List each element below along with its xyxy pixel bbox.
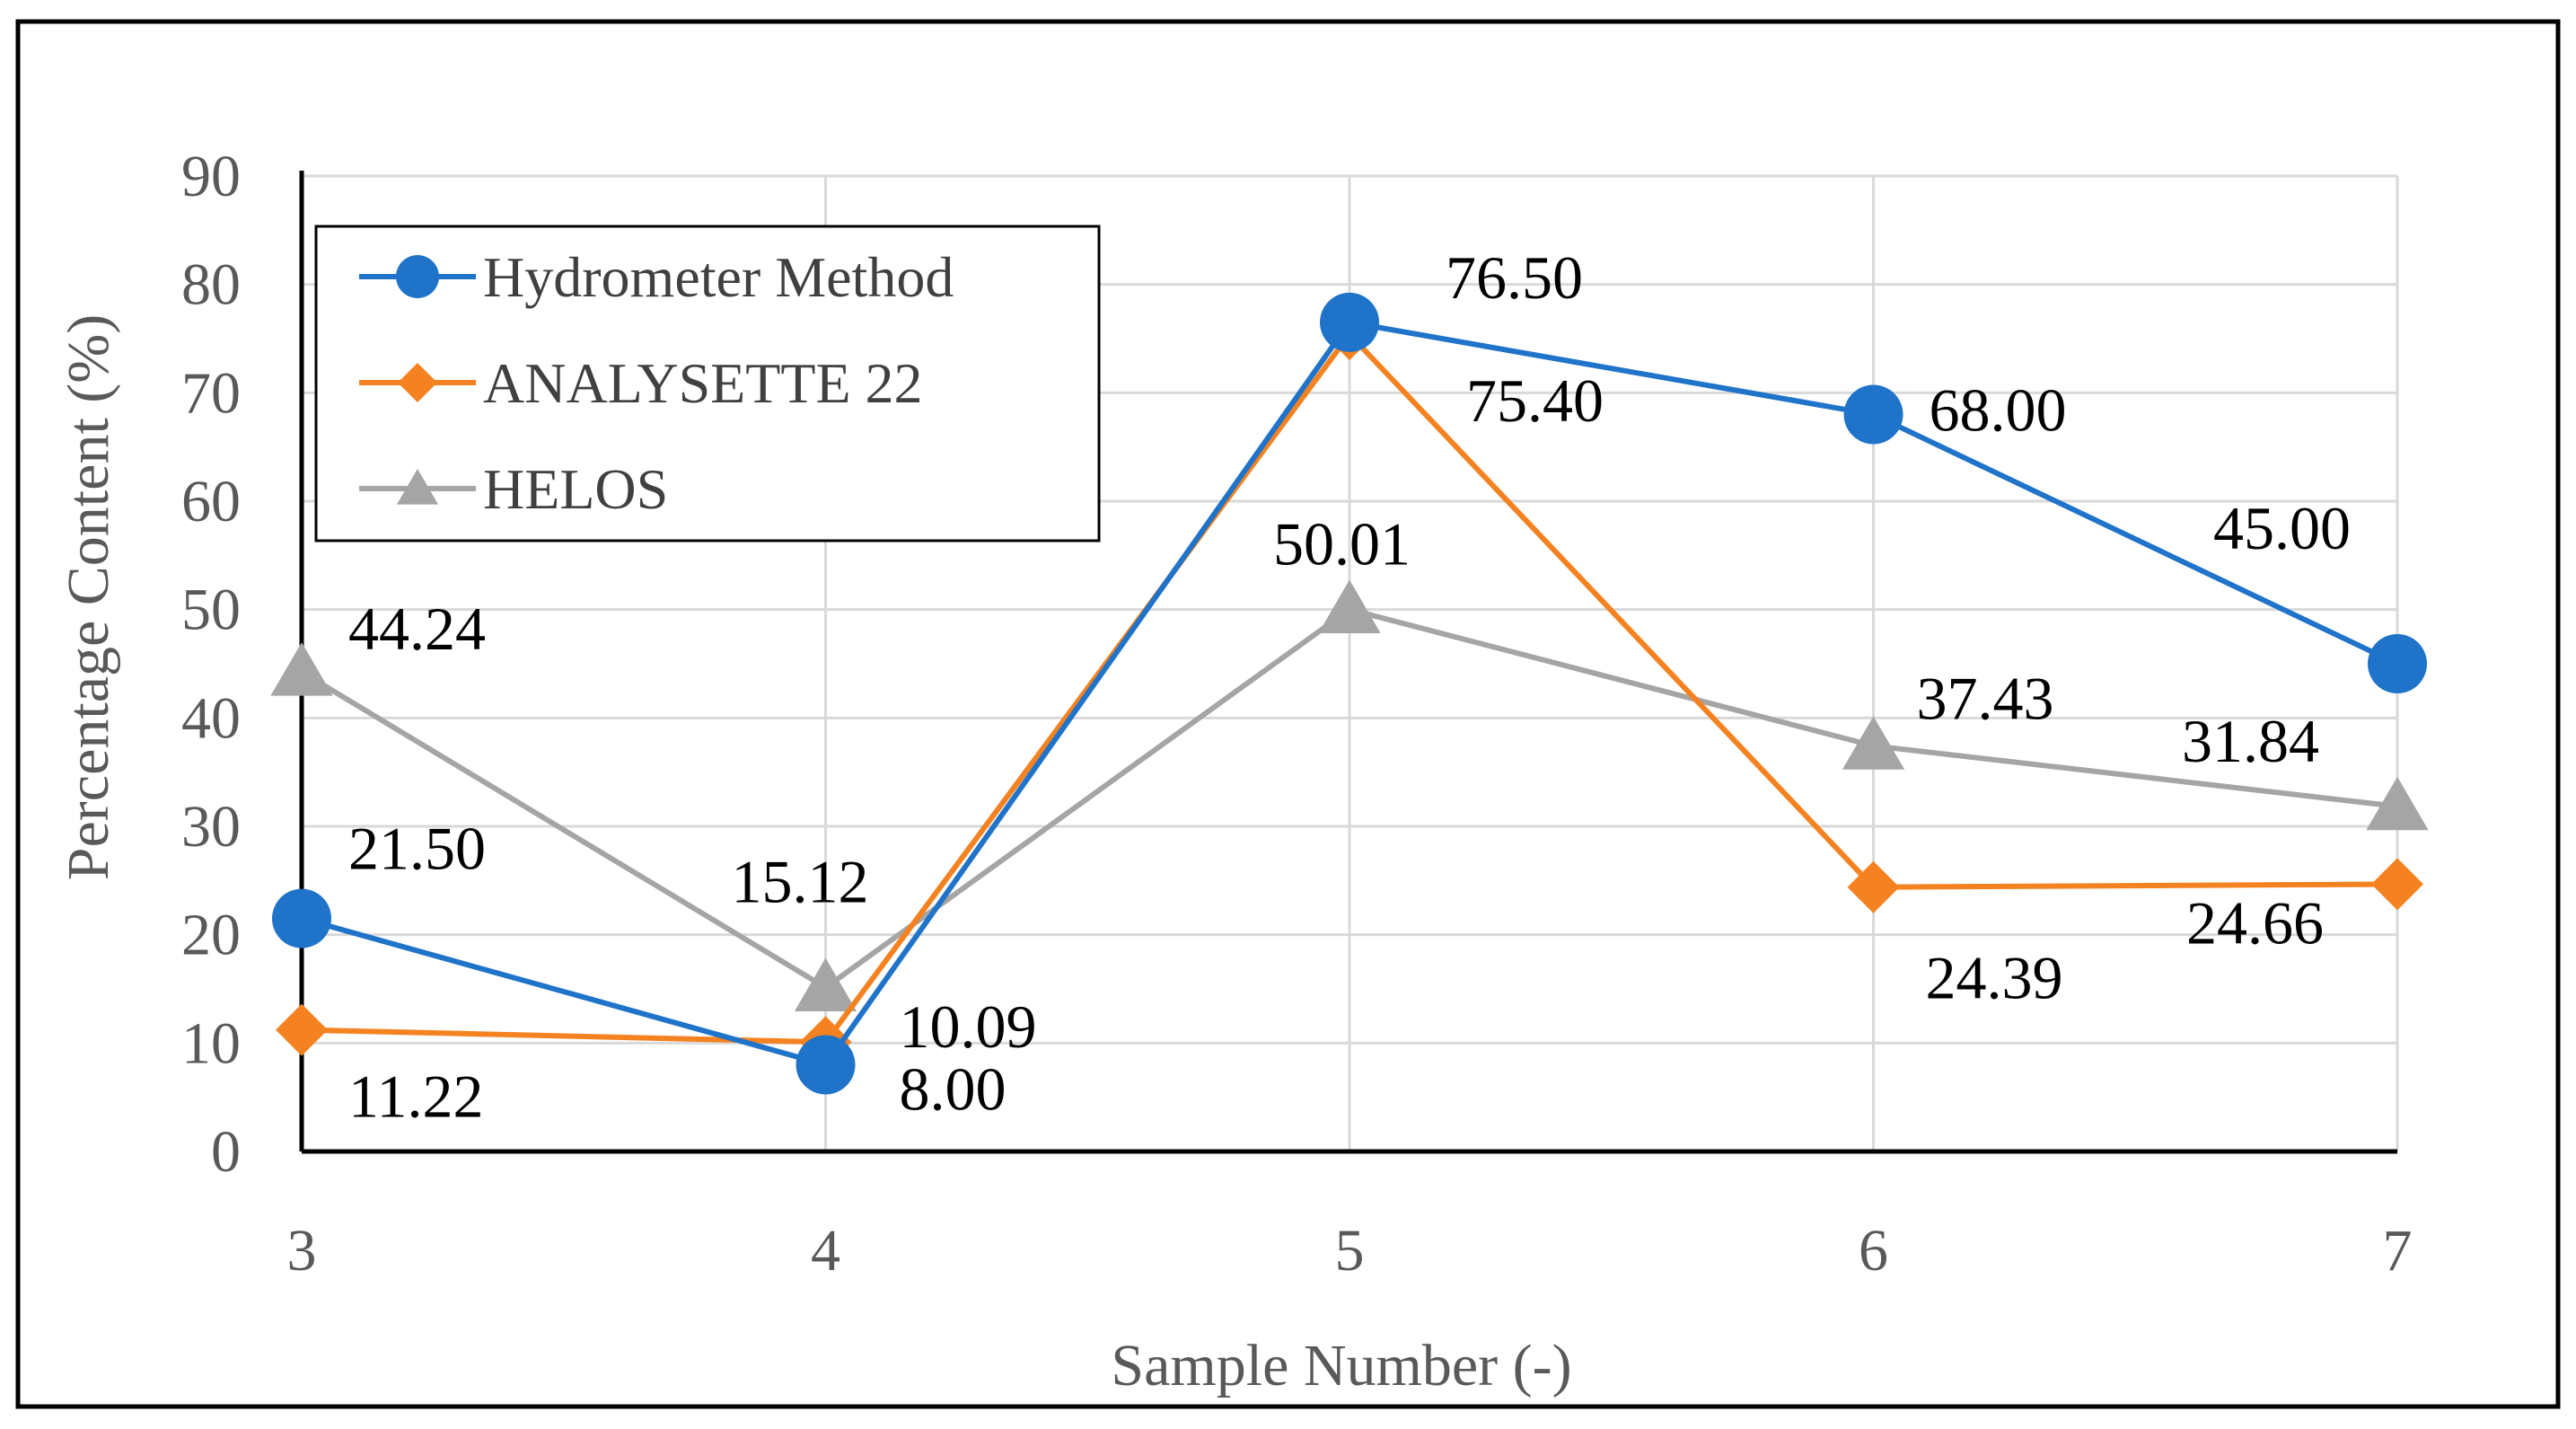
hydrometer-method-marker <box>796 1035 856 1095</box>
chart-frame <box>15 19 2561 1409</box>
helos-marker <box>794 957 857 1011</box>
analysette-22-marker <box>276 1003 328 1056</box>
hydrometer-method-marker <box>1843 384 1903 445</box>
legend-entry: ANALYSETTE 22 <box>359 351 923 415</box>
legend: Hydrometer Method ANALYSETTE 22 HELOS <box>314 225 1101 542</box>
hydrometer-method-line-group <box>272 292 2427 1095</box>
analysette-22-data-label: 75.40 <box>1466 366 1604 435</box>
y-axis-title: Percentage Content (%) <box>56 314 121 880</box>
helos-marker <box>1318 579 1381 633</box>
x-tick-label: 6 <box>1859 1218 1888 1283</box>
helos-marker <box>270 642 333 696</box>
legend-label: ANALYSETTE 22 <box>483 351 923 415</box>
legend-entry: HELOS <box>359 457 668 521</box>
legend-marker-swatch <box>398 363 437 402</box>
x-tick-label: 7 <box>2383 1218 2413 1283</box>
hydrometer-method-data-label: 76.50 <box>1446 243 1583 312</box>
y-tick-label: 60 <box>181 469 241 534</box>
x-tick-label: 4 <box>811 1218 840 1283</box>
helos-data-label: 50.01 <box>1273 510 1411 578</box>
helos-marker <box>1842 716 1905 770</box>
tick-labels: 0 10 20 30 40 50 60 70 80 90 3 4 5 6 7 <box>181 144 2413 1283</box>
hydrometer-method-marker <box>1320 292 1379 352</box>
helos-data-label: 31.84 <box>2182 707 2319 775</box>
legend-entry: Hydrometer Method <box>359 245 954 309</box>
hydrometer-method-data-label: 68.00 <box>1930 375 2067 444</box>
legend-items: Hydrometer Method ANALYSETTE 22 HELOS <box>359 245 954 521</box>
legend-label: Hydrometer Method <box>483 245 954 309</box>
y-tick-label: 20 <box>181 903 241 968</box>
analysette-22-data-label: 24.39 <box>1926 944 2063 1012</box>
helos-data-label: 44.24 <box>348 595 486 663</box>
hydrometer-method-data-label: 8.00 <box>900 1054 1007 1123</box>
y-tick-label: 0 <box>211 1119 241 1185</box>
hydrometer-method-marker <box>2368 634 2427 693</box>
y-tick-label: 80 <box>181 252 241 318</box>
hydrometer-method-marker <box>272 888 331 948</box>
helos-marker <box>2366 776 2429 831</box>
helos-data-label: 15.12 <box>732 848 869 916</box>
analysette-22-data-label: 11.22 <box>348 1063 483 1131</box>
x-tick-label: 3 <box>287 1218 317 1283</box>
helos-data-label: 37.43 <box>1917 664 2054 732</box>
series-lines <box>270 292 2429 1095</box>
analysette-22-data-label: 24.66 <box>2186 888 2324 957</box>
legend-marker-swatch <box>396 469 439 505</box>
x-axis-title: Sample Number (-) <box>1111 1333 1571 1398</box>
legend-label: HELOS <box>483 457 668 521</box>
y-tick-label: 70 <box>181 360 241 426</box>
analysette-22-marker <box>1847 860 1900 913</box>
y-tick-label: 30 <box>181 794 241 860</box>
x-tick-label: 5 <box>1335 1218 1365 1283</box>
y-tick-label: 40 <box>181 685 241 751</box>
hydrometer-method-data-label: 21.50 <box>348 815 486 883</box>
y-tick-label: 50 <box>181 578 241 643</box>
analysette-22-data-label: 10.09 <box>900 992 1037 1061</box>
y-tick-label: 10 <box>181 1010 241 1076</box>
data-labels: 21.50 8.00 76.50 68.00 45.00 11.22 10.09 75.40 2… <box>348 243 2351 1131</box>
helos-line-group <box>270 579 2429 1011</box>
legend-marker-swatch <box>396 255 439 298</box>
analysette-22-marker <box>2371 858 2423 911</box>
y-tick-label: 90 <box>181 144 241 209</box>
hydrometer-method-data-label: 45.00 <box>2213 494 2351 562</box>
